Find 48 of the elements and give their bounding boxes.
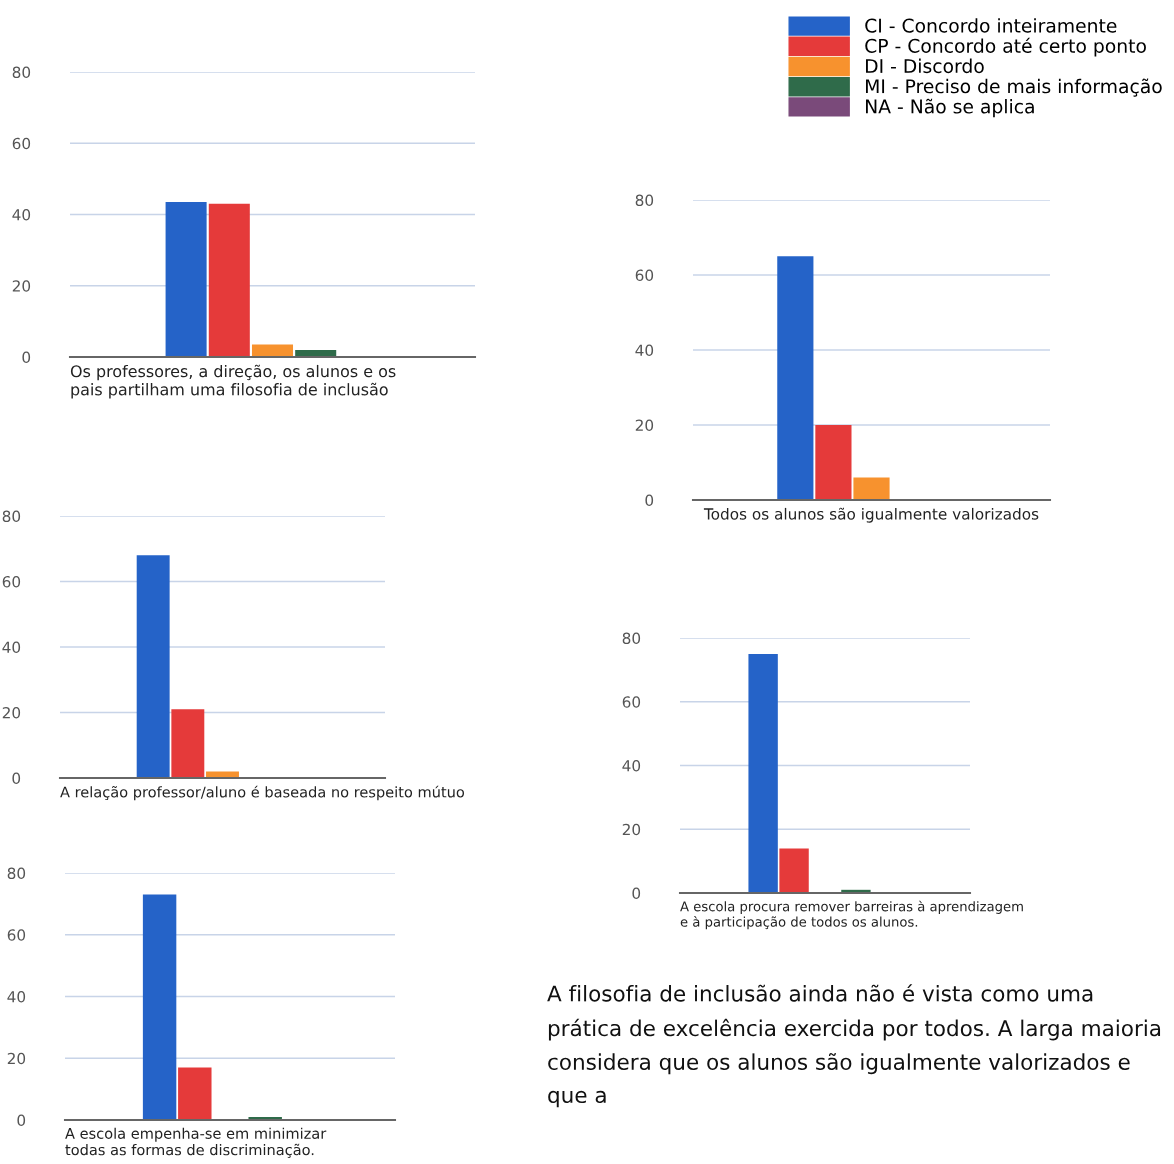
- y-tick-label: 20: [635, 419, 654, 432]
- y-tick-label: 0: [22, 351, 31, 364]
- y-tick-label: 60: [622, 696, 641, 708]
- x-axis-title: Todos os alunos são igualmente valorizados: [703, 507, 1039, 523]
- y-tick-label: 60: [12, 137, 31, 150]
- legend-label: CP - Concordo até certo ponto: [865, 37, 1146, 57]
- y-tick-label: 0: [645, 494, 654, 507]
- legend-label: NA - Não se aplica: [866, 98, 1034, 118]
- y-tick-label: 0: [12, 772, 21, 785]
- text: A filosofia de inclusão ainda não é vista como uma prática de excelência exercida por todos. A larga maioria considera que os alunos são igualmente valorizados e que a: [547, 984, 1161, 1108]
- x-axis-title: A escola procura remover barreiras à aprendizagem e à participação de todos os alunos.: [680, 900, 1023, 930]
- x-axis-title: A escola empenha-se em minimizar todas as formas de discriminação.: [65, 1127, 327, 1158]
- bar: [853, 477, 890, 500]
- y-tick-label: 40: [7, 990, 26, 1003]
- y-tick-label: 20: [2, 706, 21, 719]
- y-tick-label: 20: [7, 1052, 26, 1065]
- y-tick-label: 40: [2, 641, 21, 654]
- bar: [777, 256, 814, 500]
- bar: [171, 709, 205, 778]
- bar: [142, 894, 177, 1120]
- y-tick-label: 80: [7, 867, 26, 880]
- bar: [779, 848, 809, 893]
- y-tick-label: 80: [622, 632, 641, 645]
- y-tick-label: 40: [635, 344, 654, 357]
- legend-label: CI - Concordo inteiramente: [865, 18, 1117, 33]
- y-tick-label: 40: [12, 208, 31, 221]
- bar: [165, 202, 207, 357]
- y-tick-label: 0: [632, 887, 641, 900]
- bar: [748, 653, 778, 893]
- y-tick-label: 60: [7, 929, 26, 941]
- legend-label: DI - Discordo: [866, 58, 984, 74]
- y-tick-label: 40: [622, 759, 641, 772]
- y-tick-label: 60: [635, 269, 654, 282]
- bar: [178, 1067, 212, 1120]
- x-axis-title: Os professores, a direção, os alunos e os pais partilham uma filosofia de inclusão: [70, 364, 396, 399]
- y-tick-label: 80: [2, 510, 21, 523]
- bar: [136, 555, 170, 778]
- y-tick-label: 60: [2, 575, 21, 588]
- y-tick-label: 80: [12, 66, 31, 79]
- legend-label: MI - Preciso de mais informação: [866, 78, 1162, 97]
- bar: [206, 771, 239, 778]
- bar: [208, 203, 250, 357]
- y-tick-label: 20: [622, 823, 641, 836]
- y-tick-label: 20: [12, 280, 31, 292]
- y-tick-label: 0: [17, 1114, 26, 1127]
- x-axis-title: A relação professor/aluno é baseada no respeito mútuo: [60, 785, 465, 801]
- bar: [815, 425, 852, 500]
- y-tick-label: 80: [635, 194, 654, 207]
